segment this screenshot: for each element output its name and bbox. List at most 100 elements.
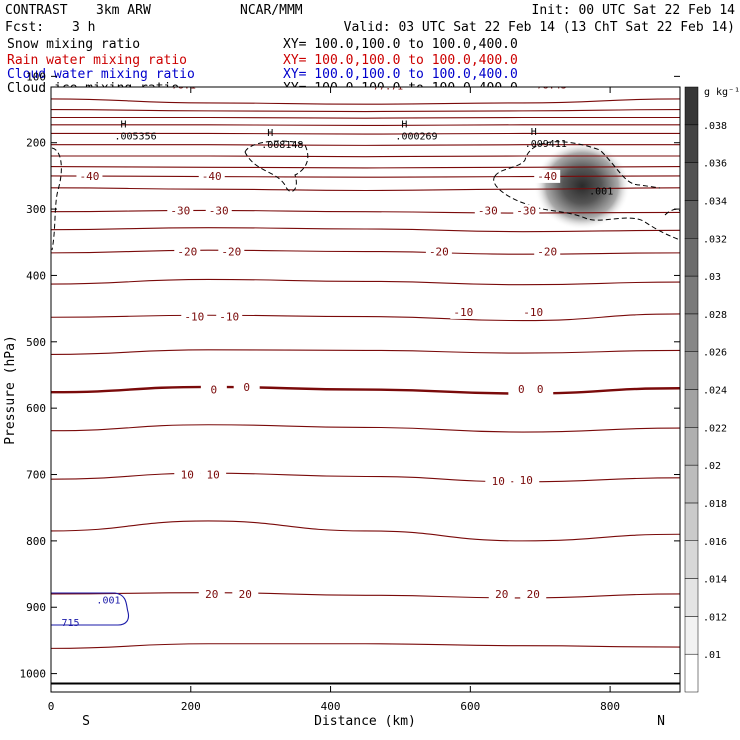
temperature-contour-label: -30 <box>516 204 536 217</box>
contour-label-background <box>485 475 512 489</box>
y-tick-label: 300 <box>26 203 46 216</box>
temperature-contour-label: -10 <box>453 306 473 319</box>
cloud-water-contour <box>51 592 130 626</box>
colorbar-label: .026 <box>703 348 727 359</box>
colorbar-label: .038 <box>703 121 727 132</box>
temperature-contour-label: -30 <box>478 204 498 217</box>
legend-cloudwater-xy: XY= 100.0,100.0 to 100.0,400.0 <box>283 67 518 82</box>
temperature-isotherm <box>51 116 680 119</box>
freezing-level-isotherm <box>51 385 680 395</box>
colorbar-label: .036 <box>703 159 727 170</box>
ice-mixing-contour <box>51 147 62 251</box>
contour-label-background <box>450 305 477 319</box>
temperature-contour-label: 10 <box>520 474 533 487</box>
x-tick-label: 600 <box>460 700 480 713</box>
temperature-contour-label: 10 <box>207 469 220 482</box>
colorbar-segment <box>684 162 699 201</box>
colorbar-segment <box>684 653 699 693</box>
temperature-contour-label: 10 <box>181 469 194 482</box>
temperature-isotherm <box>51 592 680 599</box>
y-tick-label: 1000 <box>20 668 47 681</box>
colorbar-segment <box>684 389 699 428</box>
temperature-isotherm <box>51 166 680 169</box>
y-tick-label: 800 <box>26 535 46 548</box>
temperature-isotherm <box>51 144 680 146</box>
contour-label-background <box>76 169 103 183</box>
ice-high-marker: H <box>267 128 273 139</box>
endpoint-label-left: S <box>82 714 90 729</box>
colorbar-segment <box>684 427 699 466</box>
legend-cloudwater-label: Cloud water mixing ratio <box>7 67 195 82</box>
ice-high-value: .009411 <box>525 139 567 150</box>
colorbar-segment <box>684 540 699 579</box>
y-tick-label: 500 <box>26 336 46 349</box>
ice-mixing-shading <box>534 141 631 230</box>
colorbar-label: .024 <box>703 386 727 397</box>
temperature-contour-label: -10 <box>523 306 543 319</box>
cloud-water-edge-label: 715 <box>61 618 79 629</box>
temperature-contour-label: -40 <box>80 170 100 183</box>
x-tick-label: 200 <box>181 700 201 713</box>
header-product: CONTRAST <box>5 3 68 18</box>
contour-label-background <box>205 204 232 218</box>
temperature-isotherm <box>51 424 680 433</box>
colorbar-label: .02 <box>703 461 721 472</box>
x-axis: 0 200 400 600 800 <box>48 87 620 713</box>
y-tick-label: 200 <box>26 137 46 150</box>
temperature-isotherm <box>51 124 680 127</box>
contour-label-background <box>198 169 225 183</box>
colorbar-label: .018 <box>703 499 727 510</box>
y-tick-label: 600 <box>26 402 46 415</box>
header-fcst-value: 3 h <box>72 20 95 35</box>
temperature-contour-label: -30 <box>209 204 229 217</box>
ice-high-value: .005356 <box>114 131 156 142</box>
temperature-contour-label: 20 <box>239 588 252 601</box>
plot-content: -40 -40 -40 -30 -30 -30 -30 -20 -20 -20 -20 -10 -10 -… <box>51 68 680 685</box>
temperature-isotherm <box>51 108 680 113</box>
colorbar-segment <box>684 502 699 541</box>
contour-label-background <box>425 245 452 259</box>
temperature-isotherm <box>51 349 680 355</box>
colorbar-segment <box>684 238 699 277</box>
temperature-isotherm <box>51 175 680 178</box>
contour-label-background <box>200 468 227 482</box>
temperature-isotherm <box>51 209 680 214</box>
endpoint-label-right: N <box>657 714 665 729</box>
temperature-isotherm <box>51 227 680 233</box>
colorbar-segment <box>684 578 699 617</box>
contour-label-background <box>200 383 227 397</box>
temperature-isotherm <box>51 98 680 105</box>
y-tick-label: 100 <box>26 70 46 83</box>
colorbar-segment <box>684 464 699 504</box>
colorbar-segment <box>684 200 699 239</box>
temperature-isotherm <box>51 278 680 286</box>
temperature-contour-label: 20 <box>205 588 218 601</box>
colorbar: .01 .012 .014 .016 .018 .02 .022 .024 .026 .028 .0… <box>684 86 727 693</box>
colorbar-label: .028 <box>703 310 727 321</box>
temperature-contour-label: 0 <box>243 381 250 394</box>
y-axis-title: Pressure (hPa) <box>3 335 18 445</box>
x-tick-label: 800 <box>600 700 620 713</box>
y-tick-label: 900 <box>26 601 46 614</box>
y-tick-label: 700 <box>26 469 46 482</box>
temperature-contour-label: -30 <box>170 204 190 217</box>
contour-label-background <box>232 587 259 601</box>
contour-label-background <box>181 310 208 324</box>
temperature-low-value: -77.71 <box>367 82 403 93</box>
temperature-isotherm <box>51 472 680 483</box>
colorbar-segment <box>684 351 699 390</box>
temperature-contour-label: 20 <box>527 588 540 601</box>
ice-mixing-contour <box>493 175 680 241</box>
temperature-isotherm <box>51 155 680 158</box>
colorbar-label: .022 <box>703 423 727 434</box>
temperature-low-value: -78.43 <box>531 80 567 91</box>
contour-label-background <box>174 468 201 482</box>
legend-snow-xy: XY= 100.0,100.0 to 100.0,400.0 <box>283 37 518 52</box>
colorbar-segment <box>684 124 699 163</box>
temperature-low-marker: L <box>541 68 547 79</box>
colorbar-label: .03 <box>703 272 721 283</box>
temperature-contour-label: 10 <box>492 475 505 488</box>
contour-label-background <box>488 587 515 601</box>
contour-label-background <box>513 473 540 487</box>
